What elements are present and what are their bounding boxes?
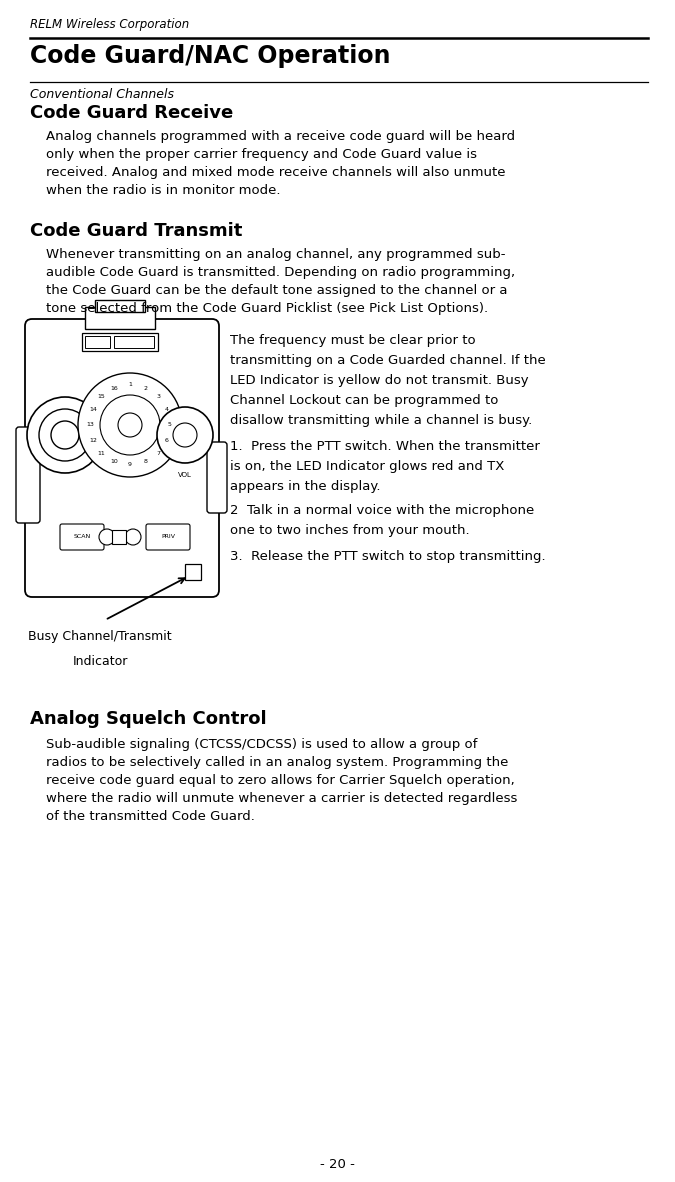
Circle shape: [39, 409, 91, 461]
Text: 8: 8: [143, 460, 147, 465]
Text: disallow transmitting while a channel is busy.: disallow transmitting while a channel is…: [230, 414, 533, 427]
FancyBboxPatch shape: [16, 427, 40, 522]
Bar: [95, 300, 145, 312]
Text: Channel Lockout can be programmed to: Channel Lockout can be programmed to: [230, 394, 498, 407]
Text: when the radio is in monitor mode.: when the radio is in monitor mode.: [46, 184, 281, 197]
Text: Analog channels programmed with a receive code guard will be heard: Analog channels programmed with a receiv…: [46, 130, 515, 143]
FancyBboxPatch shape: [60, 524, 104, 550]
Text: Sub-audible signaling (CTCSS/CDCSS) is used to allow a group of: Sub-audible signaling (CTCSS/CDCSS) is u…: [46, 738, 477, 751]
Circle shape: [157, 407, 213, 463]
Text: the Code Guard can be the default tone assigned to the channel or a: the Code Guard can be the default tone a…: [46, 284, 508, 297]
Text: 16: 16: [111, 385, 119, 390]
Text: Code Guard Receive: Code Guard Receive: [30, 104, 234, 122]
Text: 4: 4: [165, 407, 169, 413]
Text: 13: 13: [86, 422, 94, 428]
Bar: [112, 530, 126, 544]
Text: SCAN: SCAN: [74, 534, 90, 539]
Text: 1: 1: [128, 383, 132, 388]
Text: 10: 10: [111, 460, 119, 465]
Text: is on, the LED Indicator glows red and TX: is on, the LED Indicator glows red and T…: [230, 460, 504, 473]
Text: 12: 12: [89, 437, 97, 443]
Circle shape: [78, 374, 182, 478]
Text: LED Indicator is yellow do not transmit. Busy: LED Indicator is yellow do not transmit.…: [230, 374, 529, 387]
Text: 2: 2: [143, 385, 147, 390]
Text: radios to be selectively called in an analog system. Programming the: radios to be selectively called in an an…: [46, 756, 508, 769]
Bar: [114, 336, 154, 348]
Text: Whenever transmitting on an analog channel, any programmed sub-: Whenever transmitting on an analog chann…: [46, 248, 506, 261]
Circle shape: [100, 395, 160, 455]
Text: only when the proper carrier frequency and Code Guard value is: only when the proper carrier frequency a…: [46, 148, 477, 161]
Bar: [85, 307, 155, 329]
Circle shape: [173, 423, 197, 447]
Text: Conventional Channels: Conventional Channels: [30, 87, 174, 100]
Text: receive code guard equal to zero allows for Carrier Squelch operation,: receive code guard equal to zero allows …: [46, 774, 515, 787]
Text: Indicator: Indicator: [72, 655, 128, 668]
Text: Analog Squelch Control: Analog Squelch Control: [30, 710, 267, 728]
Text: 2  Talk in a normal voice with the microphone: 2 Talk in a normal voice with the microp…: [230, 504, 534, 517]
Text: Busy Channel/Transmit: Busy Channel/Transmit: [28, 630, 172, 643]
Circle shape: [125, 530, 141, 545]
Text: 11: 11: [98, 450, 105, 456]
FancyBboxPatch shape: [146, 524, 190, 550]
Text: 5: 5: [168, 422, 172, 428]
FancyBboxPatch shape: [25, 319, 219, 597]
Text: RELM Wireless Corporation: RELM Wireless Corporation: [30, 18, 189, 31]
Text: audible Code Guard is transmitted. Depending on radio programming,: audible Code Guard is transmitted. Depen…: [46, 266, 515, 279]
Text: transmitting on a Code Guarded channel. If the: transmitting on a Code Guarded channel. …: [230, 353, 546, 366]
Circle shape: [99, 530, 115, 545]
Text: one to two inches from your mouth.: one to two inches from your mouth.: [230, 524, 470, 537]
Bar: [82, 333, 158, 351]
Text: 1.  Press the PTT switch. When the transmitter: 1. Press the PTT switch. When the transm…: [230, 440, 540, 453]
Text: - 20 -: - 20 -: [319, 1158, 354, 1171]
Text: 6: 6: [165, 437, 169, 443]
Text: 7: 7: [157, 450, 160, 456]
Circle shape: [51, 421, 79, 449]
Text: where the radio will unmute whenever a carrier is detected regardless: where the radio will unmute whenever a c…: [46, 792, 517, 805]
Text: VOL: VOL: [178, 472, 192, 478]
Text: 9: 9: [128, 462, 132, 468]
Text: 15: 15: [98, 395, 105, 400]
Text: of the transmitted Code Guard.: of the transmitted Code Guard.: [46, 810, 255, 823]
Bar: [85, 336, 110, 348]
Text: Code Guard Transmit: Code Guard Transmit: [30, 222, 242, 240]
Text: 14: 14: [89, 407, 97, 413]
Text: appears in the display.: appears in the display.: [230, 480, 381, 493]
Text: Code Guard/NAC Operation: Code Guard/NAC Operation: [30, 44, 391, 69]
Circle shape: [27, 397, 103, 473]
Text: received. Analog and mixed mode receive channels will also unmute: received. Analog and mixed mode receive …: [46, 165, 506, 178]
Bar: [185, 564, 201, 580]
Text: The frequency must be clear prior to: The frequency must be clear prior to: [230, 335, 476, 348]
Text: 3.  Release the PTT switch to stop transmitting.: 3. Release the PTT switch to stop transm…: [230, 550, 545, 563]
Text: 3: 3: [157, 395, 160, 400]
Circle shape: [118, 413, 142, 437]
Text: tone selected from the Code Guard Picklist (see Pick List Options).: tone selected from the Code Guard Pickli…: [46, 301, 488, 314]
Text: PRIV: PRIV: [161, 534, 175, 539]
FancyBboxPatch shape: [207, 442, 227, 513]
